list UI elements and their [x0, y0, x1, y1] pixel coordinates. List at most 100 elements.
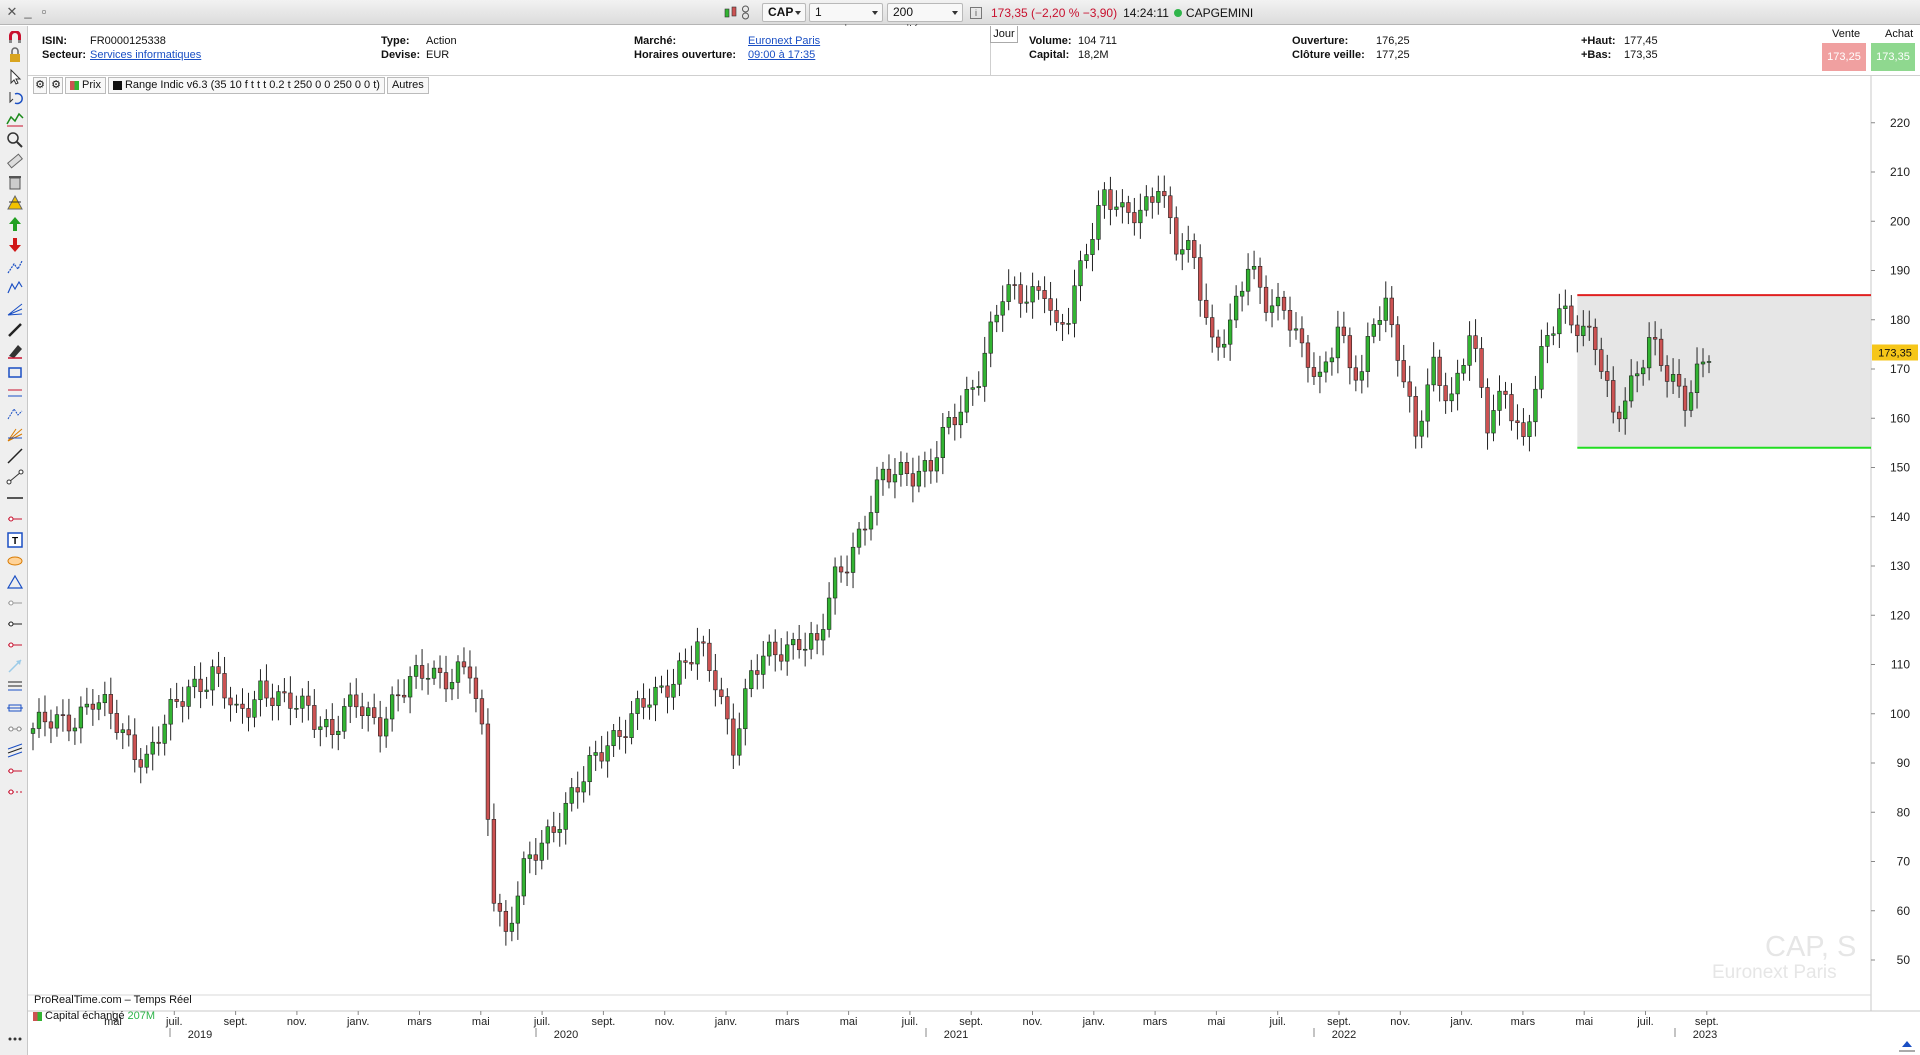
fibonacci-icon[interactable] [6, 258, 24, 276]
candle-body [587, 755, 592, 783]
candle-body [1168, 195, 1173, 219]
candle-body [916, 470, 922, 487]
y-tick-label: 130 [1890, 559, 1910, 573]
lock-icon[interactable] [6, 46, 24, 64]
data-source: ProRealTime.com – Temps Réel [34, 994, 192, 1006]
units-select[interactable]: 200 unités [887, 3, 963, 36]
scroll-icon[interactable] [1896, 1038, 1918, 1054]
timeframe-select[interactable]: 1 semaine [809, 3, 883, 36]
cursor-icon[interactable] [6, 68, 24, 86]
price-chart[interactable]: 50 60 70 80 90 100 110 120 130 140 150 160 170 180 190… [28, 76, 1920, 1055]
fib-retracement-icon[interactable] [6, 678, 24, 696]
triangle-tool-icon[interactable] [6, 573, 24, 591]
arrow-tool-icon[interactable] [6, 657, 24, 675]
candle-body [455, 661, 461, 683]
candle-body [1688, 392, 1694, 411]
dashed-marker-icon[interactable] [6, 783, 24, 801]
configure-icon[interactable]: ⚙ [49, 77, 63, 94]
y-tick-label: 210 [1890, 165, 1910, 179]
candle-body [1239, 290, 1245, 297]
ouverture-label: Ouverture: [1292, 35, 1349, 47]
candle-body [1311, 367, 1317, 377]
candlestick-icon[interactable] [723, 4, 738, 21]
fib-fan-icon[interactable] [6, 300, 24, 318]
elliott-icon[interactable] [6, 279, 24, 297]
candle-body [641, 698, 646, 708]
measure-icon[interactable] [6, 699, 24, 717]
candle-body [725, 696, 730, 720]
candle-body [695, 641, 700, 665]
horizontal-ray-icon[interactable] [6, 510, 24, 528]
trendline-icon[interactable] [6, 447, 24, 465]
double-point-icon[interactable] [6, 720, 24, 738]
gann-icon[interactable] [6, 426, 24, 444]
candle-body [485, 723, 491, 820]
trash-icon[interactable] [6, 173, 24, 191]
parallel-lines-icon[interactable] [6, 741, 24, 759]
candle-body [862, 528, 868, 531]
horaires-link[interactable]: 09:00 à 17:35 [748, 49, 816, 61]
candle-body [1539, 346, 1544, 390]
achat-label: Achat [1885, 28, 1914, 40]
info-icon[interactable]: i [970, 6, 982, 19]
candle-body [192, 678, 197, 688]
close-icon[interactable]: ✕ [6, 4, 18, 19]
candle-body [563, 802, 568, 830]
segment-icon[interactable] [6, 468, 24, 486]
magnet-icon[interactable] [6, 31, 24, 49]
candle-body [1096, 205, 1101, 240]
candle-body [198, 678, 203, 692]
ellipse-tool-icon[interactable] [6, 552, 24, 570]
minimize-icon[interactable]: _ [24, 4, 32, 19]
candle-body [354, 694, 359, 708]
candle-body [1275, 296, 1281, 307]
marker-red-line-icon[interactable] [6, 636, 24, 654]
symbol-select[interactable]: CAP [762, 3, 806, 22]
x-month-label: mai [1575, 1016, 1593, 1028]
restore-icon[interactable]: ▫ [41, 4, 47, 19]
channel-icon[interactable] [6, 384, 24, 402]
pen-icon[interactable] [6, 321, 24, 339]
dotted-marker-icon[interactable] [6, 762, 24, 780]
indicator-line-icon[interactable] [6, 110, 24, 128]
arrow-down-icon[interactable] [6, 236, 24, 254]
candle-body [575, 787, 580, 793]
candle-body [270, 697, 275, 707]
x-month-label: juil. [901, 1016, 919, 1028]
sell-button[interactable]: 173,25 [1822, 43, 1866, 71]
eraser-icon[interactable] [6, 342, 24, 360]
indicator-autres[interactable]: Autres [386, 77, 429, 94]
buy-button[interactable]: 173,35 [1871, 43, 1915, 71]
y-tick-label: 110 [1891, 658, 1910, 672]
text-tool-icon[interactable]: T [6, 531, 24, 549]
candle-body [384, 718, 389, 737]
secteur-link[interactable]: Services informatiques [90, 49, 202, 61]
link-icon[interactable] [738, 4, 753, 21]
marche-link[interactable]: Euronext Paris [748, 35, 821, 47]
candle-body [114, 713, 119, 733]
candle-body [138, 759, 143, 768]
candle-body [701, 641, 706, 644]
alert-icon[interactable] [6, 194, 24, 212]
y-tick-label: 170 [1890, 362, 1910, 376]
indicator-prix[interactable]: Prix [65, 77, 106, 94]
more-icon[interactable] [6, 1030, 24, 1048]
candle-body [144, 753, 149, 768]
candle-body [1533, 388, 1538, 423]
ruler-icon[interactable] [6, 152, 24, 170]
settings-icon[interactable]: ⚙ [33, 77, 47, 94]
candle-body [1233, 295, 1239, 321]
horizontal-line-icon[interactable] [6, 489, 24, 507]
rotate-cursor-icon[interactable] [6, 89, 24, 107]
marker-line-icon[interactable] [6, 615, 24, 633]
isin-label: ISIN: [42, 35, 68, 47]
arrow-up-icon[interactable] [6, 215, 24, 233]
pitchfork-icon[interactable] [6, 405, 24, 423]
indicator-range[interactable]: Range Indic v6.3 (35 10 f t t t 0.2 t 25… [107, 77, 385, 94]
jour-tab[interactable]: Jour [990, 26, 1018, 43]
ray-icon[interactable] [6, 594, 24, 612]
candle-body [96, 702, 101, 710]
zoom-icon[interactable] [6, 131, 24, 149]
rectangle-tool-icon[interactable] [6, 363, 24, 381]
candle-body [1545, 335, 1550, 347]
